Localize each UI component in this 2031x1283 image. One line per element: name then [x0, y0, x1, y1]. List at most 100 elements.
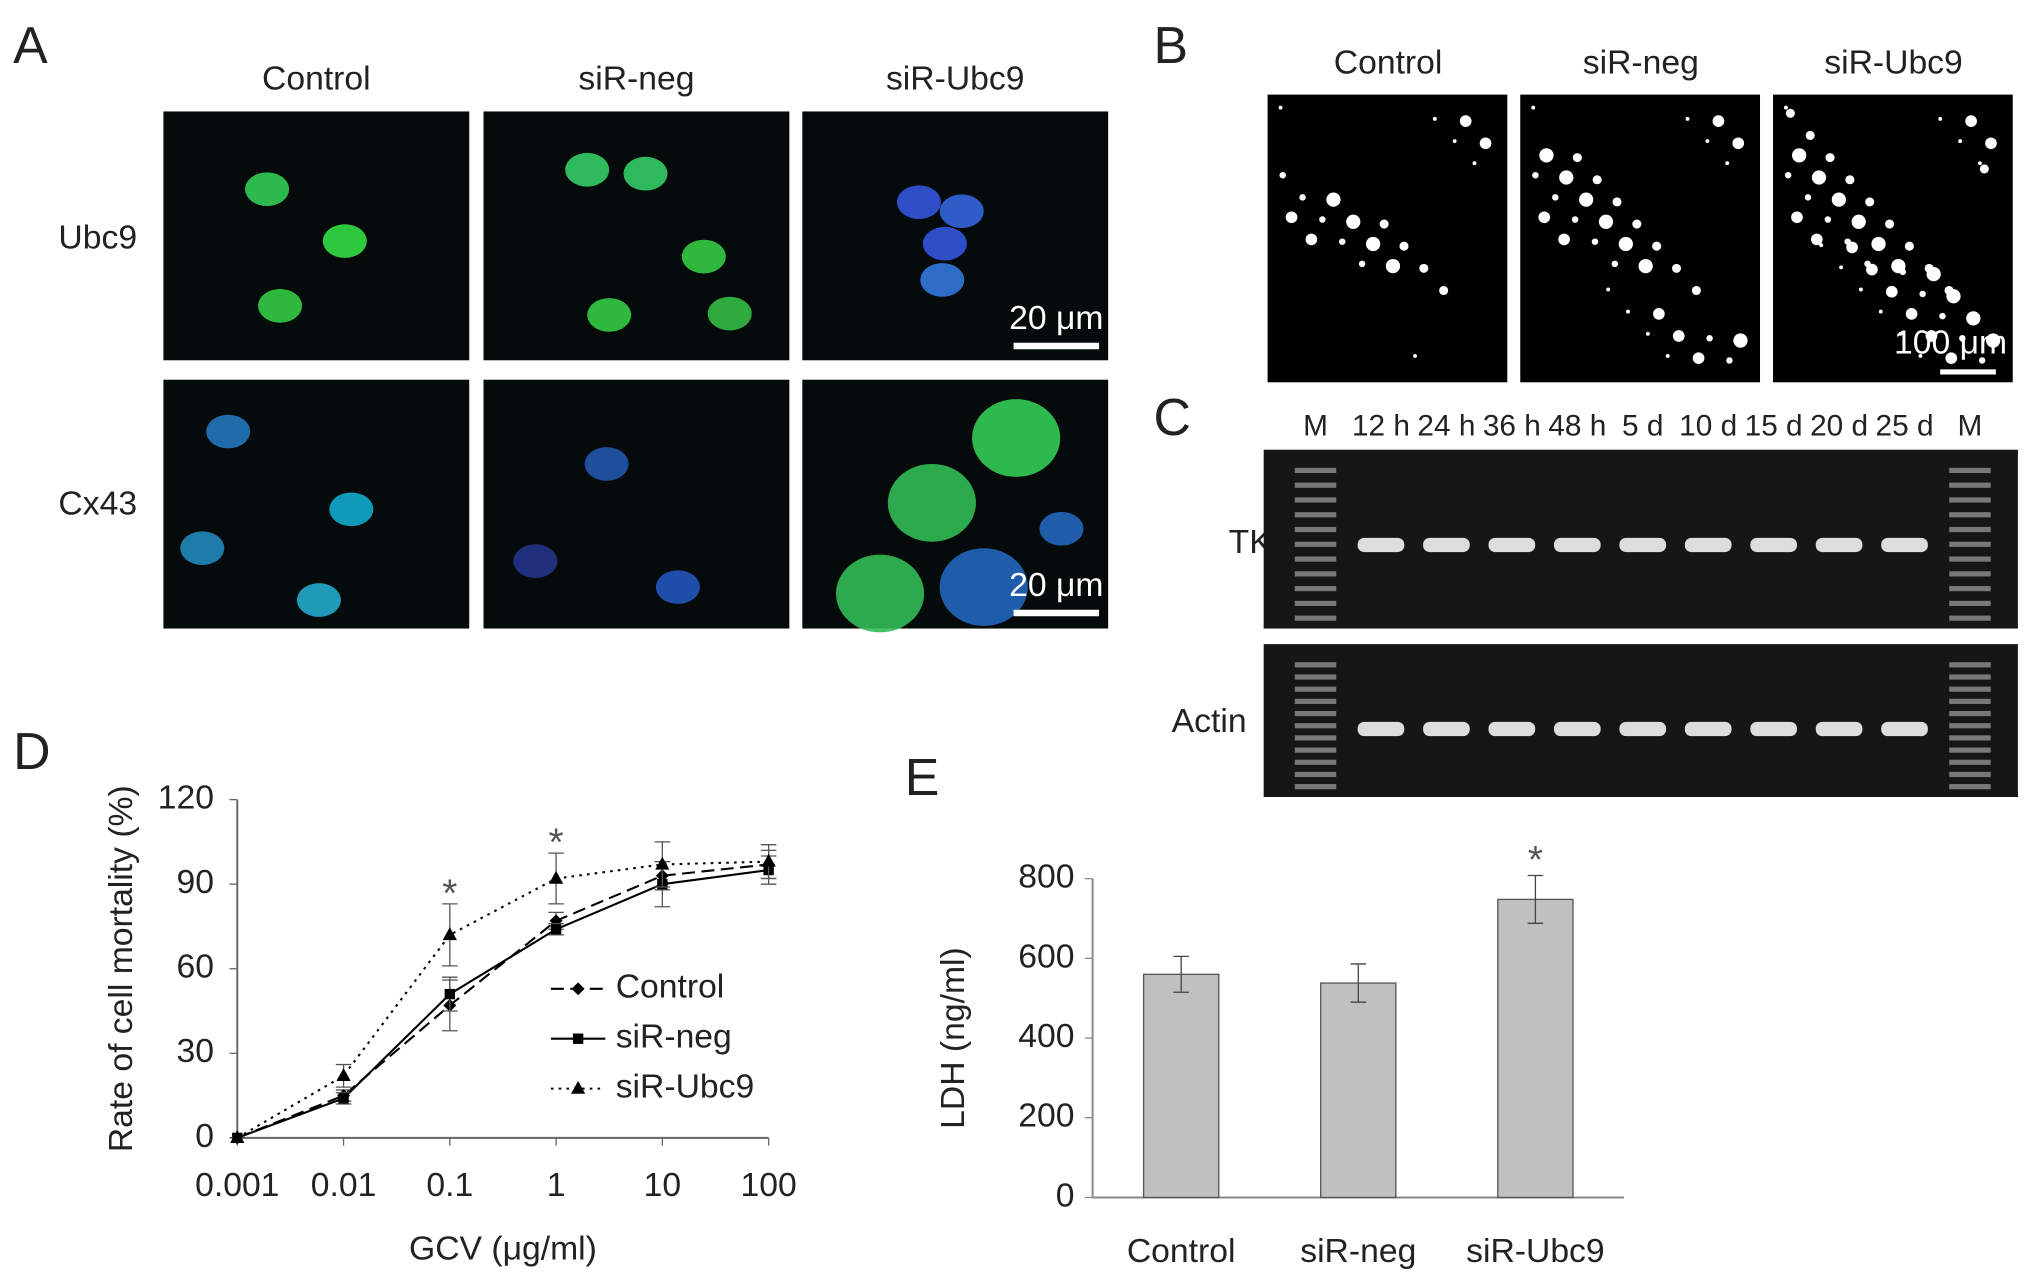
- particle: [1691, 285, 1701, 296]
- particle: [1399, 241, 1409, 251]
- particle: [1705, 139, 1710, 143]
- ladder-band: [1294, 723, 1337, 729]
- particle: [1785, 108, 1795, 118]
- marker: [444, 988, 455, 1000]
- cell: [972, 399, 1061, 477]
- particle: [1638, 258, 1653, 274]
- error-bar: [1173, 955, 1189, 993]
- particle: [1845, 175, 1855, 185]
- cell: [329, 492, 374, 527]
- particle: [1824, 216, 1832, 223]
- cell: [887, 463, 976, 542]
- ladder-band: [1949, 600, 1991, 606]
- particle: [1966, 311, 1981, 326]
- particle: [1632, 219, 1642, 229]
- particle: [1612, 197, 1622, 207]
- particle: [1379, 219, 1389, 229]
- ladder-band: [1949, 556, 1991, 562]
- significance: *: [442, 872, 457, 915]
- lane-label: M: [1303, 410, 1328, 443]
- ladder-band: [1294, 556, 1337, 562]
- cell: [565, 152, 610, 187]
- band: [1619, 537, 1667, 553]
- ladder-band: [1949, 497, 1991, 503]
- cell: [939, 194, 984, 229]
- cell: [258, 288, 303, 323]
- particle: [1439, 285, 1449, 296]
- particle: [1898, 331, 1903, 336]
- particle: [1959, 335, 1966, 342]
- particle: [1978, 357, 1986, 364]
- band: [1815, 721, 1863, 737]
- ladder-band: [1294, 586, 1337, 592]
- particle: [1365, 236, 1381, 252]
- bar: [1497, 898, 1574, 1199]
- y-tick-label: 200: [1018, 1098, 1074, 1135]
- ladder-band: [1949, 759, 1991, 765]
- band: [1553, 721, 1601, 737]
- band: [1881, 537, 1928, 553]
- ladder-band: [1294, 686, 1337, 692]
- particle: [1866, 263, 1878, 276]
- particle: [1645, 331, 1650, 336]
- lane-label: 24 h: [1417, 410, 1475, 443]
- marker: [655, 856, 670, 870]
- ladder-band: [1949, 662, 1991, 668]
- particle: [1598, 214, 1614, 229]
- cell: [587, 298, 632, 332]
- band: [1684, 537, 1732, 553]
- line: [236, 860, 769, 1139]
- y-tick-label: 800: [1018, 859, 1074, 896]
- particle: [1539, 148, 1554, 163]
- bar: [1320, 982, 1397, 1199]
- particle: [1665, 353, 1670, 358]
- row-label: Actin: [1172, 703, 1247, 740]
- panel-label: D: [13, 722, 50, 780]
- cell: [180, 531, 225, 566]
- particle: [1905, 308, 1918, 320]
- ladder-band: [1294, 571, 1337, 577]
- particle: [1672, 330, 1685, 342]
- marker: [230, 1130, 245, 1144]
- marker: [570, 1080, 586, 1094]
- marker: [761, 853, 776, 867]
- particle: [1279, 171, 1286, 179]
- column-header: Control: [1334, 45, 1443, 82]
- line: [236, 863, 769, 1139]
- particle: [1459, 115, 1472, 127]
- particle: [1733, 333, 1748, 348]
- particle: [1805, 130, 1815, 140]
- ladder-band: [1294, 747, 1337, 753]
- cell: [322, 224, 367, 258]
- particle: [1579, 192, 1594, 207]
- ladder-band: [1949, 482, 1991, 488]
- y-tick-label: 60: [176, 949, 213, 986]
- particle: [1825, 153, 1835, 163]
- x-tick-label: 1: [547, 1167, 566, 1204]
- particle: [1558, 233, 1570, 246]
- particle: [1977, 161, 1982, 166]
- ladder-band: [1949, 512, 1991, 518]
- particle: [1946, 289, 1961, 304]
- lane-label: M: [1958, 410, 1983, 443]
- lane-label: 48 h: [1548, 410, 1606, 443]
- ladder-band: [1294, 698, 1337, 704]
- particle: [1846, 241, 1858, 254]
- particle: [1792, 148, 1807, 163]
- ladder-band: [1949, 526, 1991, 533]
- band: [1619, 721, 1667, 737]
- row-label: Ubc9: [58, 220, 137, 257]
- cell: [920, 263, 965, 297]
- cell: [655, 570, 700, 604]
- y-axis-title: Rate of cell mortality (%): [103, 785, 140, 1152]
- lane-label: 20 d: [1810, 410, 1868, 443]
- ladder-band: [1294, 497, 1337, 503]
- x-tick-label: 0.001: [195, 1167, 279, 1204]
- particle: [1385, 258, 1401, 274]
- y-tick-label: 0: [195, 1118, 214, 1155]
- marker: [336, 1068, 351, 1082]
- particle: [1979, 164, 1989, 174]
- particle: [1925, 330, 1938, 342]
- particle: [1559, 170, 1574, 185]
